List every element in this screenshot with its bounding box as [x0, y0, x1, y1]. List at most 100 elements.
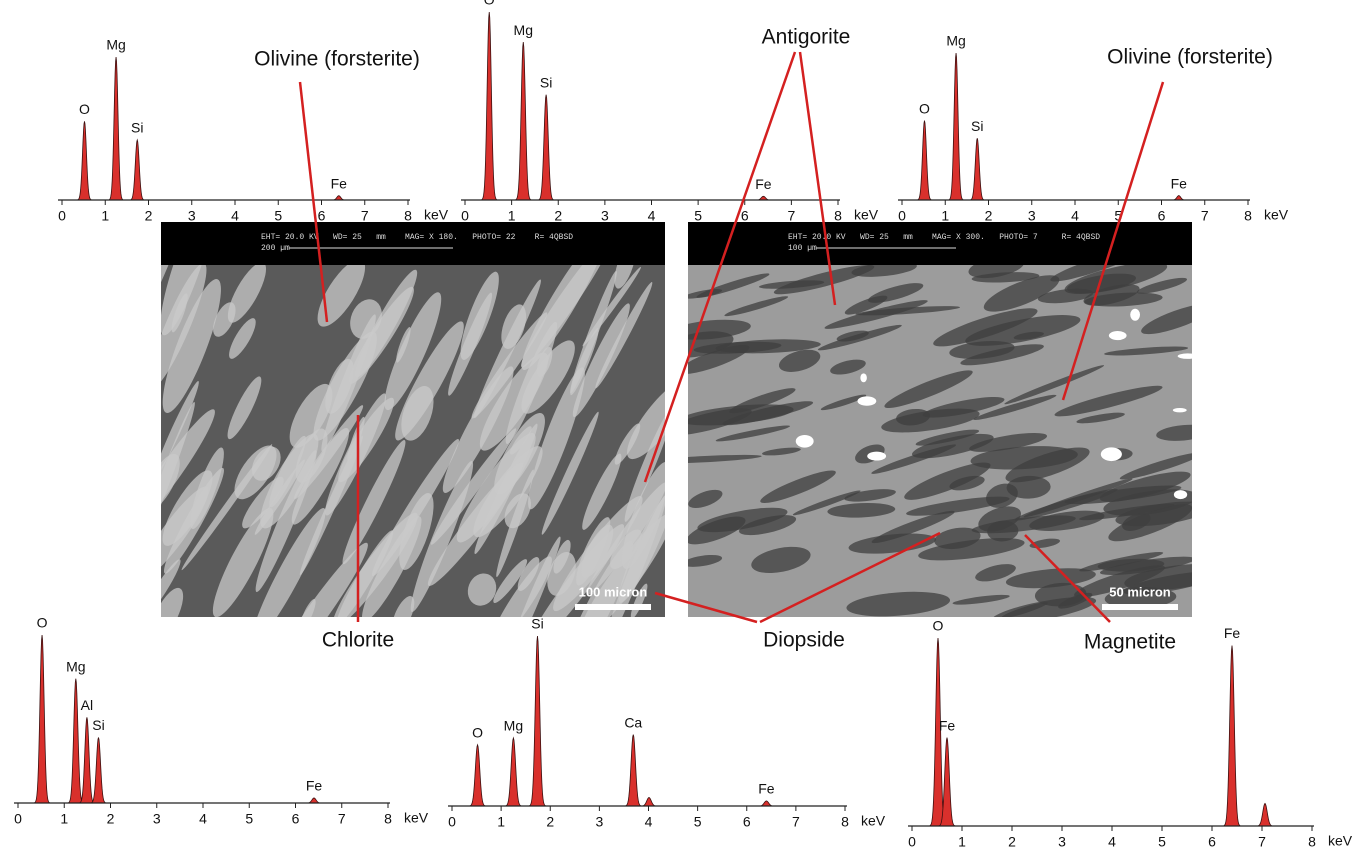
peak	[505, 738, 523, 806]
peak	[515, 42, 532, 200]
peak-label: O	[37, 615, 48, 631]
peak-label: Si	[131, 120, 143, 136]
x-tick-label: 3	[601, 208, 609, 224]
x-tick-label: 2	[985, 208, 993, 224]
peak-label: O	[79, 101, 90, 117]
x-tick-label: 7	[338, 811, 346, 827]
x-tick-label: 2	[554, 208, 562, 224]
x-tick-label: 1	[508, 208, 516, 224]
x-tick-label: 0	[898, 208, 906, 224]
peak	[1256, 803, 1274, 826]
peak	[90, 737, 107, 803]
peak-label: Fe	[331, 175, 348, 191]
x-tick-label: 0	[461, 208, 469, 224]
x-tick-label: 7	[1258, 834, 1266, 850]
x-tick-label: 2	[1008, 834, 1016, 850]
header-band	[161, 222, 665, 265]
header-text: EHT= 20.0 KV WD= 25 mm MAG= X 300. PHOTO…	[788, 233, 1100, 242]
peak-label: O	[484, 0, 495, 8]
x-unit: keV	[1328, 833, 1353, 849]
mineral-label: Olivine (forsterite)	[1107, 46, 1273, 69]
x-tick-label: 4	[1071, 208, 1079, 224]
peak	[129, 140, 145, 200]
peak	[640, 798, 658, 807]
peak-label: O	[933, 618, 944, 634]
texture-grain	[860, 373, 866, 382]
peak-label: Mg	[514, 22, 533, 38]
x-tick-label: 0	[14, 811, 22, 827]
x-tick-label: 3	[595, 814, 603, 830]
peak	[481, 12, 498, 200]
peak	[1171, 196, 1187, 200]
peak	[34, 635, 51, 803]
mineral-label: Chlorite	[322, 629, 394, 652]
x-tick-label: 6	[741, 208, 749, 224]
peak	[538, 95, 555, 200]
x-tick-label: 4	[648, 208, 656, 224]
peak-label: Fe	[758, 781, 775, 797]
scale-text: 200 µm	[261, 244, 290, 253]
peak-label: Si	[540, 74, 552, 90]
header-text: EHT= 20.0 KV WD= 25 mm MAG= X 180. PHOTO…	[261, 233, 573, 242]
peak	[331, 196, 347, 200]
peak-label: Fe	[1171, 175, 1188, 191]
x-unit: keV	[861, 813, 886, 829]
x-tick-label: 8	[1308, 834, 1316, 850]
x-tick-label: 6	[743, 814, 751, 830]
peak-label: Ca	[624, 714, 642, 730]
x-tick-label: 3	[1058, 834, 1066, 850]
peak	[108, 57, 124, 200]
texture-grain	[1130, 309, 1140, 321]
texture-grain	[1101, 447, 1122, 461]
x-unit: keV	[854, 207, 879, 223]
micrographs: EHT= 20.0 KV WD= 25 mm MAG= X 180. PHOTO…	[123, 192, 1229, 693]
peak-label: O	[919, 100, 930, 116]
x-tick-label: 1	[941, 208, 949, 224]
x-unit: keV	[1264, 207, 1289, 223]
peak-label: Fe	[939, 717, 956, 733]
x-tick-label: 2	[107, 811, 115, 827]
peak-label: Fe	[755, 176, 772, 192]
peak-label: Fe	[306, 778, 323, 794]
x-tick-label: 7	[792, 814, 800, 830]
scale-text: 100 µm	[788, 244, 817, 253]
x-tick-label: 0	[58, 208, 66, 224]
x-tick-label: 5	[245, 811, 253, 827]
micrograph: EHT= 20.0 KV WD= 25 mm MAG= X 180. PHOTO…	[123, 192, 701, 693]
peak-label: Al	[81, 697, 93, 713]
x-tick-label: 5	[274, 208, 282, 224]
x-tick-label: 1	[497, 814, 505, 830]
mineral-label: Antigorite	[762, 26, 851, 49]
peak	[306, 798, 323, 803]
x-unit: keV	[404, 810, 429, 826]
mineral-label: Diopside	[763, 629, 845, 652]
peak	[917, 121, 933, 200]
peak-label: O	[472, 725, 483, 741]
texture-grain	[1178, 353, 1198, 359]
x-tick-label: 1	[101, 208, 109, 224]
scale-bar-label: 100 micron	[579, 584, 648, 599]
x-tick-label: 8	[384, 811, 392, 827]
peak-label: Mg	[106, 37, 125, 53]
x-tick-label: 8	[841, 814, 849, 830]
peak-label: Si	[971, 118, 983, 134]
peak-label: Si	[531, 616, 543, 632]
peak-label: Mg	[504, 718, 523, 734]
x-tick-label: 3	[188, 208, 196, 224]
peak	[624, 735, 642, 806]
x-tick-label: 3	[153, 811, 161, 827]
peak	[529, 636, 547, 806]
peak	[969, 138, 985, 200]
x-tick-label: 6	[1158, 208, 1166, 224]
micrograph: EHT= 20.0 KV WD= 25 mm MAG= X 300. PHOTO…	[648, 222, 1229, 629]
peak	[1223, 646, 1241, 826]
x-tick-label: 1	[958, 834, 966, 850]
peak	[948, 53, 964, 200]
texture-grain	[1174, 490, 1187, 499]
x-tick-label: 6	[1208, 834, 1216, 850]
x-tick-label: 6	[292, 811, 300, 827]
texture-grain	[867, 452, 886, 461]
scale-bar-label: 50 micron	[1109, 584, 1170, 599]
texture-grain	[1173, 408, 1187, 412]
scale-bar	[1102, 604, 1178, 610]
